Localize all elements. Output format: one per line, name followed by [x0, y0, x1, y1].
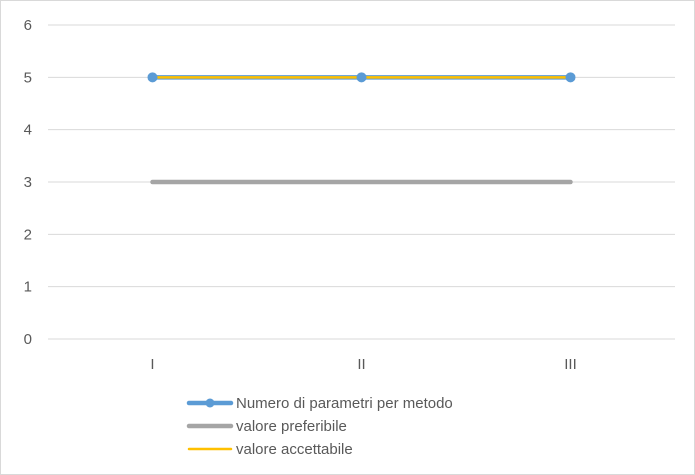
x-tick-label: III [564, 356, 577, 373]
y-tick-label: 2 [24, 226, 32, 243]
y-tick-label: 1 [24, 279, 32, 296]
y-axis-ticks: 0 1 2 3 4 5 6 [24, 17, 32, 348]
y-tick-label: 6 [24, 17, 32, 34]
legend: Numero di parametri per metodo valore pre… [186, 395, 453, 458]
y-tick-label: 5 [24, 69, 32, 86]
legend-marker [205, 398, 215, 408]
data-point [565, 72, 576, 83]
legend-label: valore accettabile [236, 441, 353, 458]
y-tick-label: 4 [24, 122, 32, 139]
legend-label: Numero di parametri per metodo [236, 395, 453, 412]
y-tick-label: 0 [24, 331, 32, 348]
data-point [147, 72, 158, 83]
y-tick-label: 3 [24, 174, 32, 191]
data-point [356, 72, 367, 83]
series-layer [147, 72, 576, 185]
x-tick-label: I [150, 356, 154, 373]
x-tick-label: II [357, 356, 365, 373]
x-axis-ticks: I II III [150, 356, 576, 373]
legend-label: valore preferibile [236, 418, 347, 435]
